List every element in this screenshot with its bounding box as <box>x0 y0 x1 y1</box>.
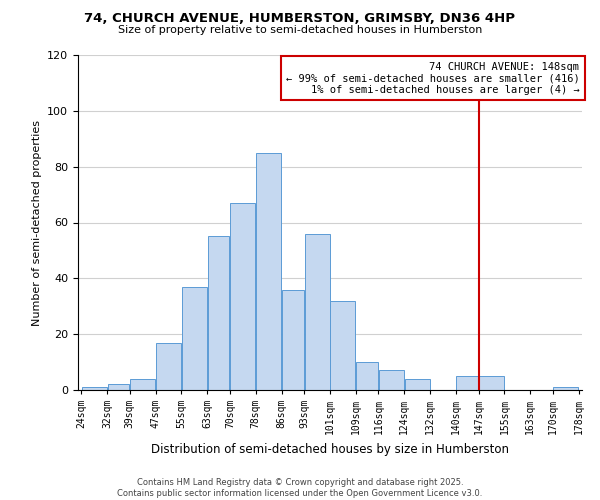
Bar <box>479 376 504 390</box>
Bar <box>156 342 181 390</box>
Text: Contains HM Land Registry data © Crown copyright and database right 2025.
Contai: Contains HM Land Registry data © Crown c… <box>118 478 482 498</box>
Bar <box>256 152 281 390</box>
Bar <box>182 286 207 390</box>
Bar <box>457 376 478 390</box>
Bar <box>331 300 355 390</box>
Text: 74, CHURCH AVENUE, HUMBERSTON, GRIMSBY, DN36 4HP: 74, CHURCH AVENUE, HUMBERSTON, GRIMSBY, … <box>85 12 515 26</box>
Text: Size of property relative to semi-detached houses in Humberston: Size of property relative to semi-detach… <box>118 25 482 35</box>
Bar <box>305 234 329 390</box>
Y-axis label: Number of semi-detached properties: Number of semi-detached properties <box>32 120 41 326</box>
Bar <box>107 384 129 390</box>
Bar <box>208 236 229 390</box>
Bar <box>356 362 378 390</box>
Bar <box>82 387 107 390</box>
Bar <box>230 203 255 390</box>
Bar <box>553 387 578 390</box>
Bar <box>405 379 430 390</box>
Bar <box>130 379 155 390</box>
Bar <box>282 290 304 390</box>
Text: 74 CHURCH AVENUE: 148sqm
← 99% of semi-detached houses are smaller (416)
1% of s: 74 CHURCH AVENUE: 148sqm ← 99% of semi-d… <box>286 62 580 95</box>
Bar <box>379 370 404 390</box>
X-axis label: Distribution of semi-detached houses by size in Humberston: Distribution of semi-detached houses by … <box>151 442 509 456</box>
